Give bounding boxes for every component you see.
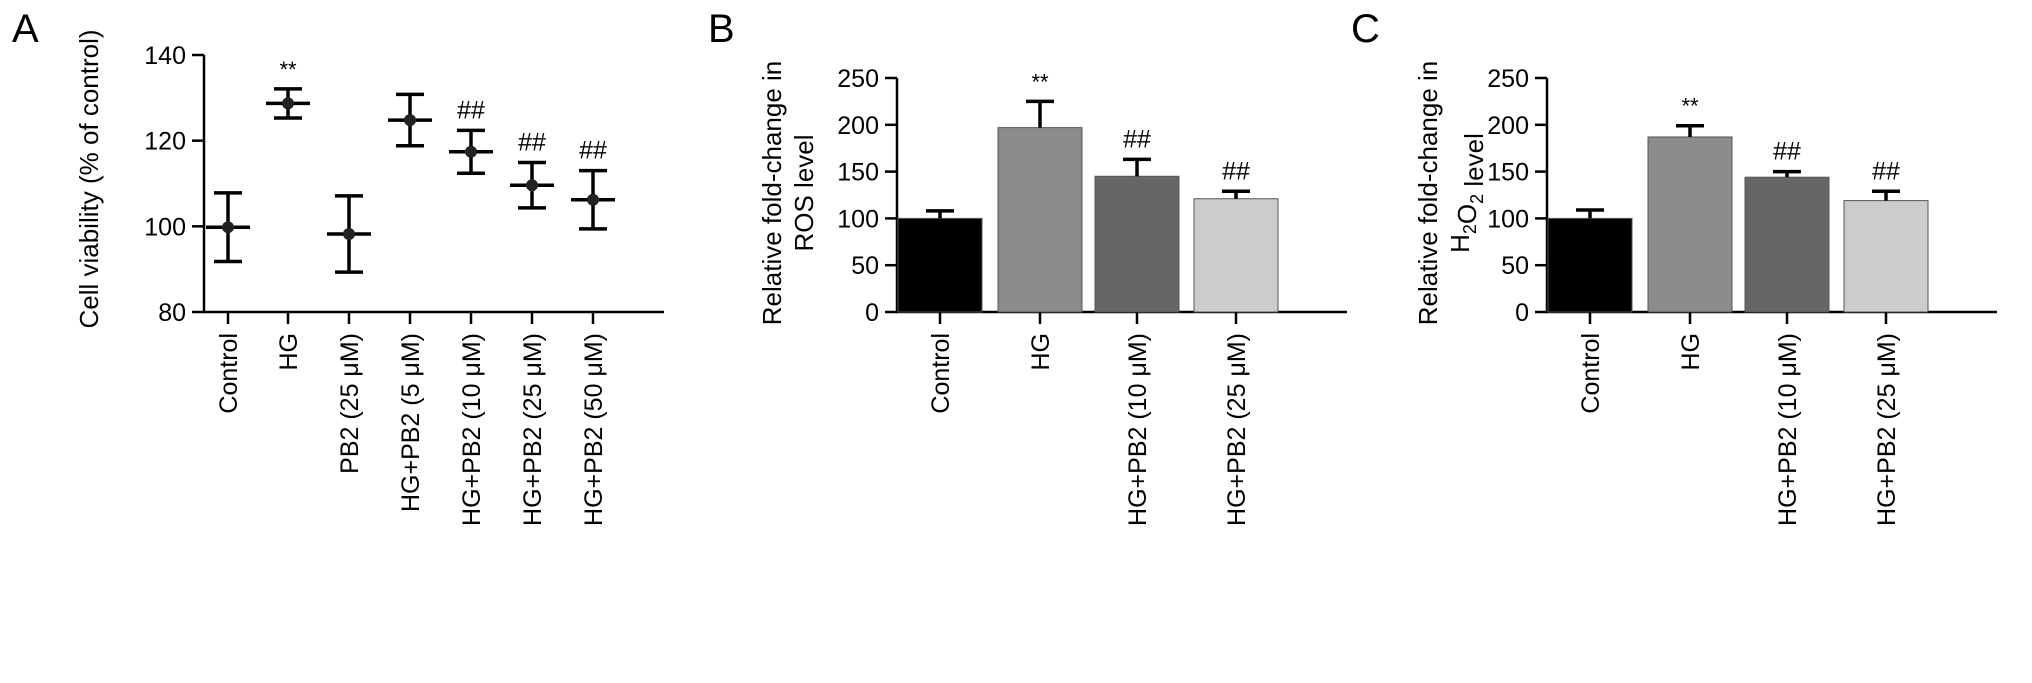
panel-a-significance-label: ** [279, 57, 297, 82]
panel-c-y-tick-label: 0 [1515, 299, 1529, 327]
panel-c-significance-label: ** [1681, 94, 1699, 119]
panel-c-data-marks: ** ## ## [1547, 94, 1929, 313]
panel-b-bar [1094, 175, 1180, 313]
panel-c-y-axis-title-line-2: H2O2 level [1445, 133, 1489, 253]
panel-a-data-point [526, 179, 538, 192]
panel-b-y-axis-title-line-2: ROS level [789, 134, 819, 251]
panel-a-y-ticks: 80 100 120 140 [144, 42, 204, 327]
panel-a-y-axis-title: Cell viability (% of control) [74, 29, 104, 328]
panel-b-ros-chart: B Relative fold-change in ROS level 0 50 1… [708, 7, 1347, 526]
panel-a-data-point [465, 145, 477, 158]
panel-c-title-text: O [1452, 204, 1482, 224]
panel-c-y-axis-title-line-1: Relative fold-change in [1413, 61, 1443, 326]
panel-c-title-subscript: 2 [1460, 224, 1480, 234]
panel-c-category-labels: Control HG HG+PB2 (10 μM) HG+PB2 (25 μM) [1577, 312, 1901, 526]
panel-c-y-ticks: 0 50 100 150 200 250 [1487, 65, 1547, 327]
panel-c-bar [1647, 136, 1733, 313]
panel-b-category-labels: Control HG HG+PB2 (10 μM) HG+PB2 (25 μM) [927, 312, 1251, 526]
panel-a-y-tick-label: 140 [144, 42, 186, 70]
panel-a-category-label: HG+PB2 (5 μM) [397, 333, 425, 512]
panel-a-category-label: HG [275, 333, 303, 371]
panel-c-y-tick-label: 100 [1487, 205, 1529, 233]
panel-b-bar [1193, 198, 1279, 313]
panel-a-category-label: PB2 (25 μM) [336, 333, 364, 474]
panel-b-y-tick-label: 50 [851, 252, 879, 280]
panel-a-category-label: HG+PB2 (10 μM) [458, 333, 486, 526]
panel-a-data-marks: ** ## ## ## [206, 57, 615, 274]
panel-b-letter: B [708, 7, 735, 51]
panel-c-significance-label: ## [1872, 157, 1900, 185]
panel-b-y-tick-label: 150 [837, 159, 879, 187]
panel-c-y-tick-label: 150 [1487, 159, 1529, 187]
panel-c-title-text: level [1459, 133, 1489, 194]
panel-b-y-axis-title: Relative fold-change in ROS level [757, 61, 819, 326]
panel-c-title-subscript: 2 [1467, 194, 1487, 204]
panel-b-data-marks: ** ## ## [897, 69, 1279, 313]
panel-b-significance-label: ** [1031, 69, 1049, 94]
panel-c-bar [1547, 217, 1633, 313]
panel-b-category-label: HG+PB2 (10 μM) [1124, 333, 1152, 526]
panel-b-y-tick-label: 200 [837, 112, 879, 140]
panel-c-y-tick-label: 200 [1487, 112, 1529, 140]
panel-c-y-axis-title: Relative fold-change in H2O2 level [1413, 61, 1489, 326]
panel-c-bar [1744, 176, 1830, 313]
panel-b-y-ticks: 0 50 100 150 200 250 [837, 65, 897, 327]
panel-c-y-tick-label: 50 [1501, 252, 1529, 280]
panel-a-category-label: HG+PB2 (50 μM) [580, 333, 608, 526]
panel-a-letter: A [12, 7, 39, 51]
panel-a-data-point [343, 228, 355, 241]
panel-a-y-tick-label: 100 [144, 213, 186, 241]
panel-c-y-tick-label: 250 [1487, 65, 1529, 93]
panel-c-significance-label: ## [1773, 138, 1801, 166]
panel-a-significance-label: ## [518, 129, 546, 157]
panel-c-bar [1843, 200, 1929, 313]
panel-a-data-point [587, 193, 599, 206]
panel-a-category-label: Control [215, 333, 243, 414]
panel-a-significance-label: ## [457, 96, 485, 124]
panel-a-y-tick-label: 120 [144, 128, 186, 156]
panel-b-bar [997, 127, 1083, 313]
panel-c-letter: C [1351, 7, 1380, 51]
panel-b-y-tick-label: 250 [837, 65, 879, 93]
panel-c-category-label: HG+PB2 (25 μM) [1873, 333, 1901, 526]
panel-b-significance-label: ## [1222, 157, 1250, 185]
panel-c-title-text: H [1445, 234, 1475, 253]
panel-a-data-point [404, 114, 416, 127]
panel-b-category-label: HG [1027, 333, 1055, 371]
panel-a-category-label: HG+PB2 (25 μM) [519, 333, 547, 526]
panel-a-data-point [222, 221, 234, 234]
panel-a-category-labels: Control HG PB2 (25 μM) HG+PB2 (5 μM) HG+PB2 … [215, 312, 608, 526]
panel-b-category-label: HG+PB2 (25 μM) [1223, 333, 1251, 526]
panel-c-h2o2-chart: C Relative fold-change in H2O2 level 050… [1351, 7, 1997, 526]
panel-a-y-tick-label: 80 [158, 299, 186, 327]
panel-a-significance-label: ## [579, 137, 607, 165]
panel-c-category-label: HG [1677, 333, 1705, 371]
panel-a-data-point [282, 97, 294, 110]
panel-c-category-label: HG+PB2 (10 μM) [1774, 333, 1802, 526]
panel-a-axis-lines [202, 55, 664, 314]
panel-b-y-tick-label: 0 [865, 299, 879, 327]
panel-c-category-label: Control [1577, 333, 1605, 414]
panel-b-significance-label: ## [1123, 125, 1151, 153]
panel-b-category-label: Control [927, 333, 955, 414]
panel-a-cell-viability-chart: A Cell viability (% of control) 80 100 120… [12, 7, 664, 526]
panel-b-y-axis-title-line-1: Relative fold-change in [757, 61, 787, 326]
panel-b-bar [897, 217, 983, 313]
panel-b-y-tick-label: 100 [837, 205, 879, 233]
